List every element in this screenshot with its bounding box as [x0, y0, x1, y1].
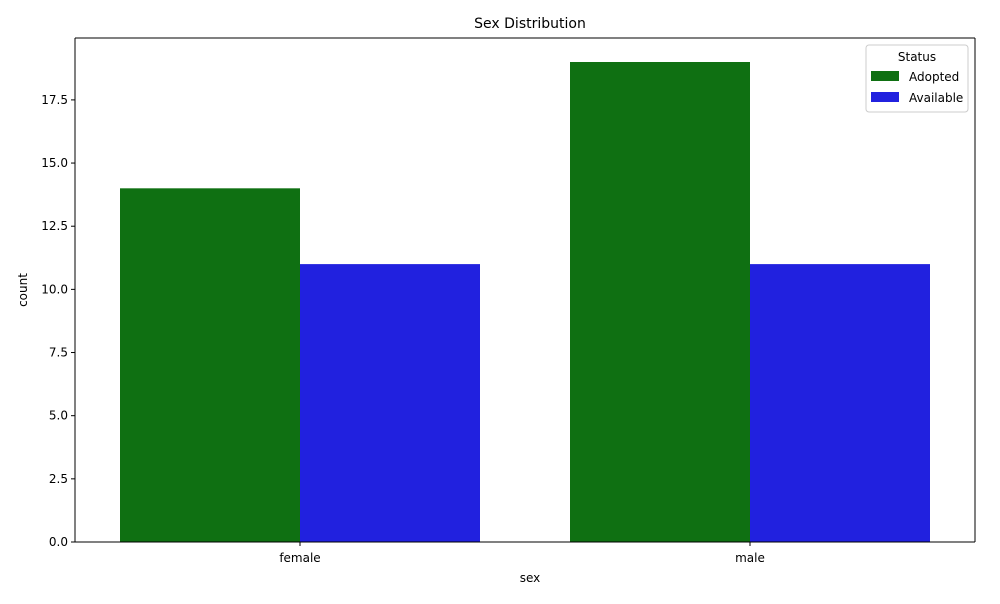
bars-group [120, 62, 930, 542]
legend-label-available: Available [909, 91, 963, 105]
y-tick-label: 15.0 [41, 156, 68, 170]
legend-swatch-adopted [871, 71, 899, 81]
x-ticks-group: female male [279, 542, 765, 565]
legend-swatch-available [871, 92, 899, 102]
y-tick-label: 0.0 [49, 535, 68, 549]
y-tick-label: 5.0 [49, 409, 68, 423]
y-tick-label: 17.5 [41, 93, 68, 107]
bar-available-male [750, 264, 930, 542]
chart-title: Sex Distribution [474, 16, 586, 32]
y-tick-label: 7.5 [49, 346, 68, 360]
bar-adopted-female [120, 188, 300, 542]
y-tick-label: 12.5 [41, 219, 68, 233]
y-tick-label: 10.0 [41, 282, 68, 296]
legend-label-adopted: Adopted [909, 70, 959, 84]
x-tick-label-female: female [279, 551, 320, 565]
x-tick-label-male: male [735, 551, 765, 565]
legend-entries: Adopted Available [871, 70, 963, 105]
plot-frame [74, 37, 976, 543]
y-axis-label: count [16, 273, 30, 307]
legend: Status Adopted Available [865, 44, 969, 113]
bar-available-female [300, 264, 480, 542]
y-tick-label: 2.5 [49, 472, 68, 486]
bar-adopted-male [570, 62, 750, 542]
legend-title: Status [898, 50, 936, 64]
y-ticks-group: 0.0 2.5 5.0 7.5 10.0 12.5 15.0 17.5 [41, 93, 75, 549]
x-axis-label: sex [520, 571, 541, 585]
